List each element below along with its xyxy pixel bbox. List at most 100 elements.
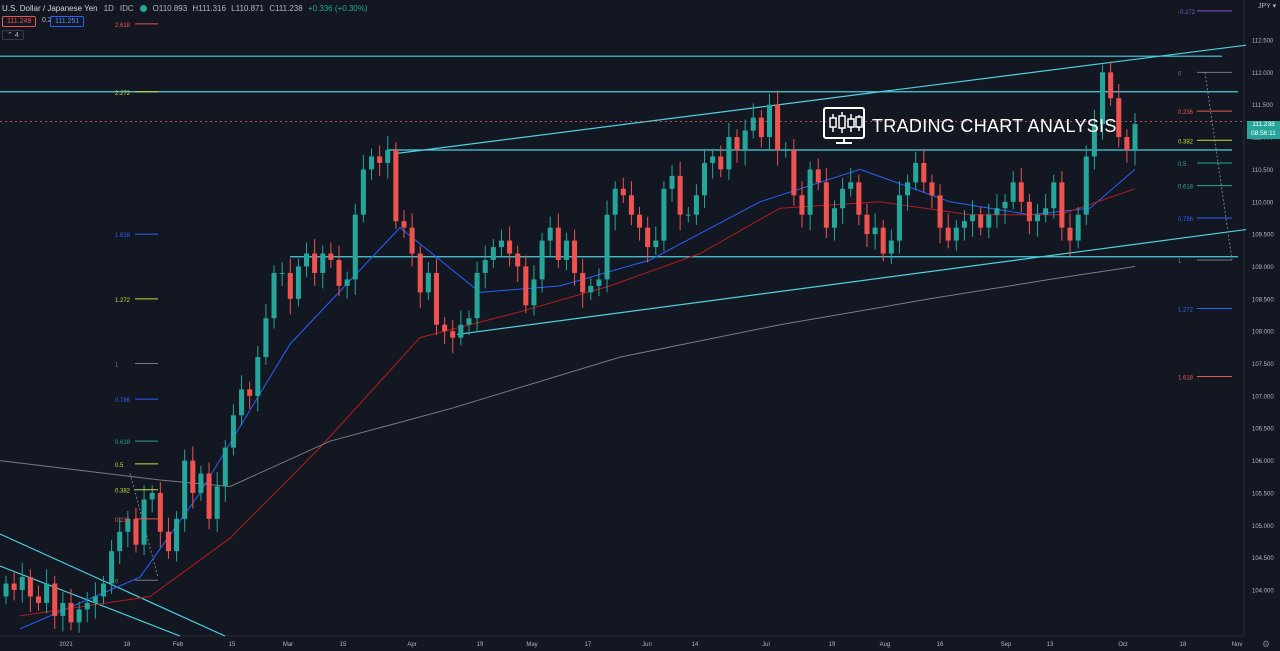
price-tick-label: 110.500 (1252, 168, 1274, 174)
candle-body (1124, 137, 1130, 150)
candle-body (11, 583, 17, 590)
candle-body (531, 279, 537, 306)
candle-body (1026, 201, 1032, 222)
sell-button[interactable]: 111.249 (2, 16, 37, 27)
candle-body (905, 182, 911, 196)
time-axis: 2021 18 Feb 15 Mar 15 Apr 19 May 17 Jun 14 Jul 19 Aug 1… (59, 642, 1242, 648)
gear-icon[interactable]: ⚙ (1262, 639, 1271, 649)
candle-body (580, 272, 586, 293)
candle-body (222, 447, 228, 487)
candle-body (450, 331, 456, 338)
candle-body (742, 130, 748, 150)
candle-body (157, 492, 163, 532)
time-tick-label: Aug (880, 642, 891, 648)
candle-body (612, 188, 618, 215)
time-tick-label: 13 (1047, 642, 1054, 648)
fib-level-label: 0.5 (115, 463, 124, 469)
candle-body (807, 169, 813, 215)
time-tick-label: 2021 (59, 642, 73, 648)
time-tick-label: Jun (642, 642, 652, 648)
channel-upper-line (397, 44, 1247, 154)
candle-body (352, 214, 358, 280)
candle-body (206, 473, 212, 519)
candle-body (182, 460, 188, 519)
last-price-tag: 111.238 08:56:11 (1247, 121, 1280, 139)
candles (3, 61, 1138, 633)
candle-body (1010, 182, 1016, 202)
candle-body (1059, 182, 1065, 228)
candle-body (125, 518, 131, 532)
fib-left-levels: 2.618 2.272 1.618 1.272 1 0.786 0.618 0.5 0.382 0… (115, 23, 158, 585)
fib-level-label: 1 (1178, 259, 1182, 265)
candle-body (702, 162, 708, 196)
channel-lower-line (456, 228, 1247, 336)
candle-body (1043, 208, 1049, 215)
exchange-label: IDC (119, 3, 134, 13)
fib-level-label: 0.236 (115, 518, 131, 524)
candle-body (35, 596, 42, 603)
candle-body (336, 260, 342, 286)
watermark-banner: TRADING CHART ANALYSIS (822, 106, 1117, 146)
candle-body (295, 266, 301, 299)
fib-level-label: 1 (115, 363, 119, 369)
fib-level-label: 0.786 (1178, 217, 1194, 223)
price-tick-label: 105.000 (1252, 524, 1274, 530)
candle-body (84, 602, 90, 610)
fib-level-label: 2.618 (115, 23, 131, 29)
candle-body (653, 240, 659, 248)
price-tick-label: 111.500 (1252, 103, 1273, 109)
price-tick-label: 112.500 (1252, 39, 1274, 45)
time-tick-label: Apr (407, 642, 416, 648)
fib-right-levels: -0.272 0 0.236 0.382 0.5 0.618 0.786 1 1.272 1.61… (1178, 10, 1232, 381)
candle-body (133, 518, 139, 545)
candle-body (3, 583, 9, 597)
time-tick-label: Oct (1118, 642, 1128, 648)
candle-body (913, 162, 919, 183)
price-tick-label: 112.000 (1252, 71, 1274, 77)
fib-level-label: 0.618 (115, 440, 131, 446)
moving-average-line (0, 266, 1136, 488)
spread-value: 0.2 (42, 17, 52, 24)
price-tick-label: 110.000 (1252, 200, 1274, 206)
candle-body (377, 156, 383, 163)
candle-body (230, 415, 236, 448)
indicator-count: 4 (14, 32, 19, 39)
candlestick-monitor-icon (823, 107, 865, 144)
open-value: O110.893 (152, 3, 188, 13)
candle-body (831, 208, 837, 228)
candle-body (425, 272, 431, 293)
last-price: 111.238 (1252, 121, 1275, 128)
candle-body (823, 182, 829, 228)
price-tick-label: 107.500 (1252, 362, 1274, 368)
candle-body (433, 272, 439, 325)
fib-level-label: 1.618 (115, 233, 131, 239)
change-value: +0.336 (+0.30%) (307, 3, 368, 13)
candle-body (645, 227, 651, 248)
time-tick-label: 19 (829, 642, 836, 648)
candle-body (174, 518, 180, 552)
indicators-collapse-button[interactable]: ⌃ 4 (2, 30, 24, 40)
interval-label[interactable]: 1D (103, 3, 114, 13)
buy-button[interactable]: 111.251 (50, 16, 85, 27)
currency-selector[interactable]: JPY ▾ (1258, 3, 1277, 10)
fib-level-label: 0.382 (1178, 139, 1194, 145)
candle-body (872, 227, 878, 235)
price-tick-label: 107.000 (1252, 394, 1274, 400)
candle-body (44, 583, 50, 603)
price-tick-label: 104.000 (1252, 589, 1274, 595)
candle-body (52, 583, 58, 616)
candle-body (750, 117, 756, 131)
candle-body (856, 182, 862, 215)
candle-body (255, 357, 261, 396)
candle-body (572, 240, 578, 273)
candle-body (393, 150, 399, 222)
countdown: 08:56:11 (1251, 129, 1276, 137)
candle-body (734, 137, 740, 150)
candle-body (677, 175, 683, 215)
symbol-name[interactable]: U.S. Dollar / Japanese Yen (2, 3, 98, 13)
price-tick-label: 104.500 (1252, 556, 1274, 562)
candle-body (1108, 72, 1114, 99)
candle-body (596, 279, 602, 286)
candle-body (1091, 124, 1097, 157)
